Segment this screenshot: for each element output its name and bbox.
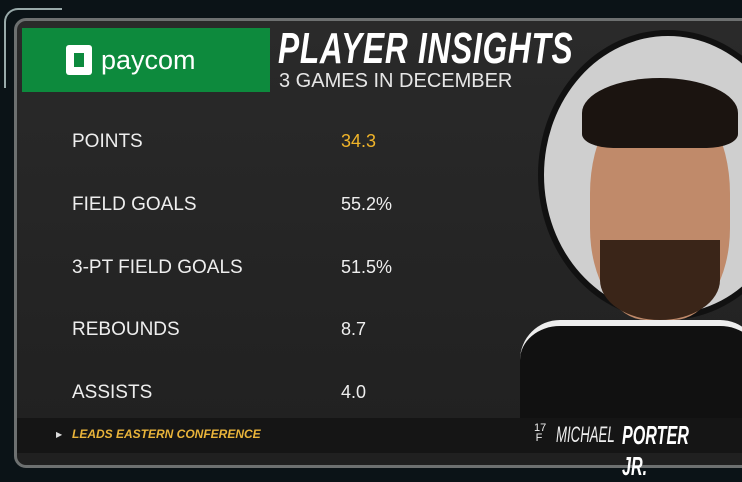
player-beard [600,240,720,320]
player-last-name: PORTER JR. [622,420,689,481]
jersey-number: 17 F [534,422,547,444]
paycom-logo: paycom [22,28,270,92]
jersey [520,320,742,418]
position: F [535,432,543,444]
stat-value: 8.7 [341,319,367,339]
player-hair [582,78,738,148]
stat-label: REBOUNDS [72,319,180,340]
paycom-mark-icon [66,45,92,75]
stat-label: ASSISTS [72,382,153,403]
footer-bar [17,418,742,453]
stat-label: POINTS [72,131,143,152]
stat-value: 4.0 [341,382,367,402]
graphic-subtitle: 3 GAMES IN DECEMBER [279,70,513,92]
player-first-name: MICHAEL [556,422,615,447]
stat-value: 55.2% [341,194,393,214]
player-photo [450,20,742,418]
stat-label: FIELD GOALS [72,194,197,215]
lead-note: LEADS EASTERN CONFERENCE [72,427,261,441]
number: 17 [534,422,547,434]
graphic-title: PLAYER INSIGHTS [278,24,574,73]
stat-value: 34.3 [341,131,377,151]
stat-value: 51.5% [341,257,393,277]
decorative-frame-line [4,8,62,88]
play-arrow-icon: ▶ [56,430,63,439]
sponsor-name: paycom [101,44,196,75]
stat-label: 3-PT FIELD GOALS [72,257,243,278]
